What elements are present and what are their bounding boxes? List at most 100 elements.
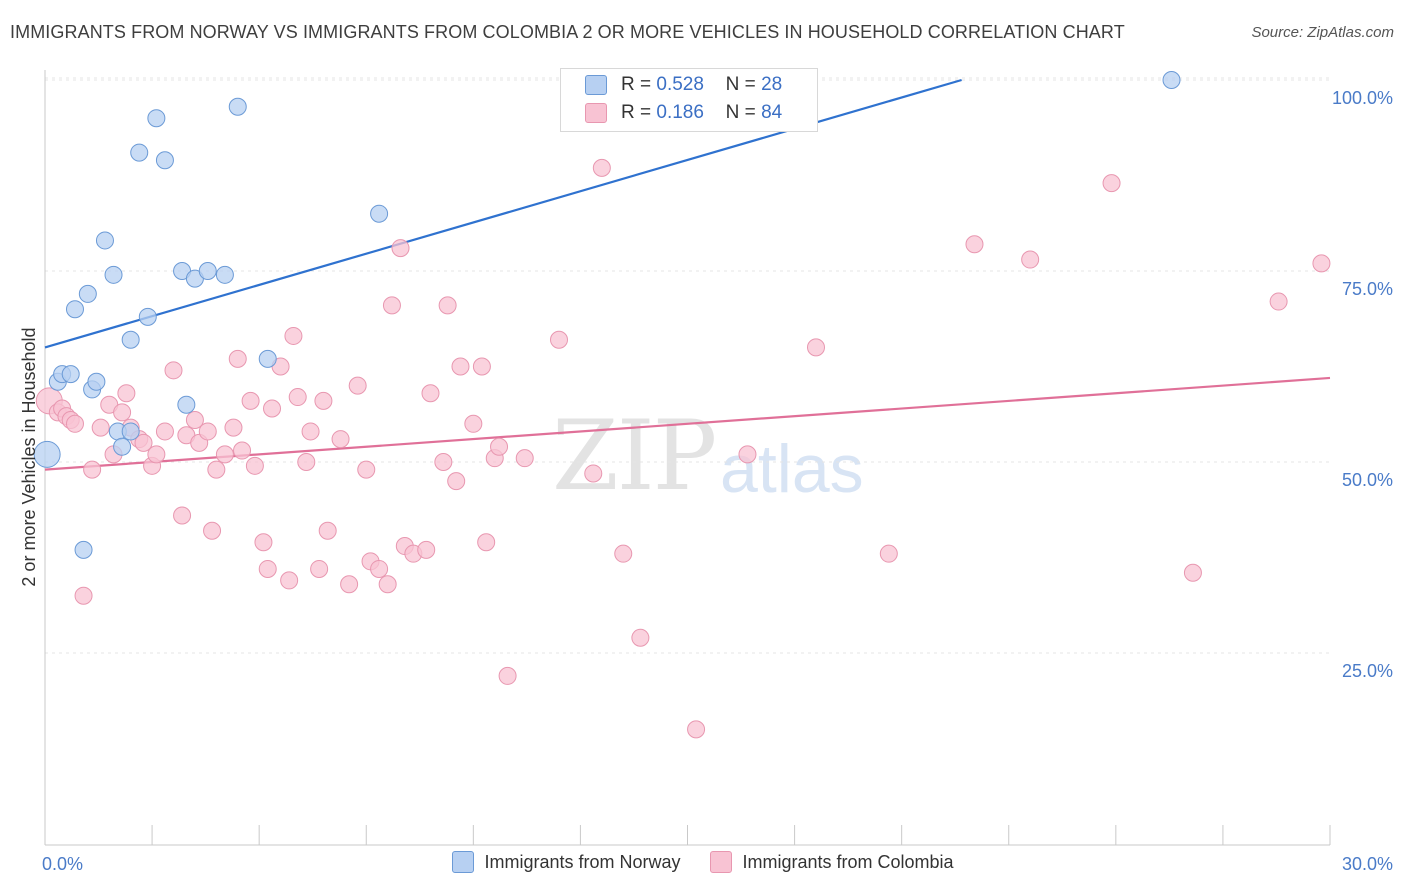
colombia-point — [155, 422, 174, 441]
n-label: N = — [725, 74, 756, 95]
watermark-zip: ZIP — [552, 400, 717, 512]
colombia-point — [1021, 250, 1040, 269]
colombia-point — [417, 540, 436, 559]
colombia-point — [280, 571, 299, 590]
colombia-point — [258, 559, 277, 578]
colombia-point — [228, 349, 247, 368]
colombia-point — [348, 376, 367, 395]
r-value: 0.528 — [656, 74, 704, 95]
r-value: 0.186 — [656, 102, 704, 123]
legend-item-norway[interactable]: Immigrants from Norway — [452, 851, 680, 873]
norway-point — [121, 330, 140, 349]
colombia-point — [738, 445, 757, 464]
y-tick-label: 50.0% — [1342, 470, 1393, 490]
norway-legend-swatch — [452, 851, 475, 873]
colombia-point — [318, 521, 337, 540]
r-label: R = — [621, 74, 652, 95]
colombia-point — [498, 666, 517, 685]
colombia-point — [314, 391, 333, 410]
norway-point — [130, 143, 149, 162]
stats-row-colombia: R = 0.186 N = 84 — [585, 101, 782, 125]
colombia-point — [1312, 254, 1331, 273]
norway-point — [65, 300, 84, 319]
colombia-point — [472, 357, 491, 376]
colombia-point — [134, 433, 153, 452]
colombia-point — [370, 559, 389, 578]
colombia-point — [490, 437, 509, 456]
colombia-point — [117, 384, 136, 403]
trend-lines — [44, 78, 1331, 471]
colombia-point — [245, 456, 264, 475]
y-axis-label: 2 or more Vehicles in Household — [19, 327, 39, 586]
axis-labels: 25.0% 50.0% 75.0% 100.0% 0.0% 30.0% 2 or more … — [19, 88, 1393, 874]
colombia-point — [185, 410, 204, 429]
colombia-point — [215, 445, 234, 464]
norway-point — [61, 365, 80, 384]
colombia-point — [438, 296, 457, 315]
colombia-point — [382, 296, 401, 315]
n-value: 84 — [761, 102, 783, 123]
colombia-point — [340, 575, 359, 594]
norway-point — [121, 422, 140, 441]
colombia-point — [584, 464, 603, 483]
colombia-point — [83, 460, 102, 479]
colombia-point — [614, 544, 633, 563]
norway-point — [147, 109, 166, 128]
colombia-point — [173, 506, 192, 525]
n-value: 28 — [761, 74, 783, 95]
watermark-atlas: atlas — [720, 431, 864, 507]
colombia-point — [434, 453, 453, 471]
norway-point — [87, 372, 106, 391]
colombia-point — [477, 533, 496, 552]
colombia-point — [198, 422, 217, 441]
norway-point — [95, 231, 114, 250]
norway-trend-line — [44, 78, 962, 349]
colombia-point — [421, 384, 440, 403]
colombia-point — [207, 460, 226, 479]
colombia-point — [391, 239, 410, 258]
legend-label-norway: Immigrants from Norway — [484, 851, 681, 872]
y-tick-label: 100.0% — [1332, 88, 1393, 108]
colombia-point — [464, 414, 483, 433]
norway-swatch — [585, 75, 607, 95]
n-label: N = — [725, 102, 756, 123]
norway-point — [155, 151, 174, 170]
norway-point — [215, 265, 234, 284]
colombia-point — [297, 453, 316, 471]
colombia-point — [378, 575, 397, 594]
norway-point — [258, 349, 277, 368]
x-tick-label: 30.0% — [1342, 854, 1393, 874]
r-label: R = — [621, 102, 652, 123]
colombia-point — [592, 158, 611, 177]
colombia-point — [233, 441, 252, 460]
norway-point — [33, 440, 61, 468]
norway-point — [138, 307, 157, 326]
norway-point — [370, 204, 389, 223]
colombia-point — [284, 326, 303, 345]
chart-title: IMMIGRANTS FROM NORWAY VS IMMIGRANTS FRO… — [10, 22, 1125, 42]
colombia-point — [254, 533, 273, 552]
series-legend: Immigrants from Norway Immigrants from C… — [0, 851, 1406, 873]
norway-point — [104, 265, 123, 284]
y-tick-label: 25.0% — [1342, 661, 1393, 681]
norway-point — [78, 284, 97, 303]
colombia-point — [807, 338, 825, 357]
colombia-point — [631, 628, 650, 647]
colombia-point — [331, 430, 350, 449]
colombia-point — [203, 521, 222, 540]
colombia-point — [301, 422, 320, 441]
colombia-legend-swatch — [710, 851, 733, 873]
colombia-point — [91, 418, 110, 437]
colombia-point — [550, 330, 568, 349]
colombia-point — [879, 544, 898, 563]
norway-point — [74, 540, 93, 559]
colombia-point — [65, 414, 84, 433]
stats-legend: R = 0.528 N = 28 R = 0.186 N = 84 — [560, 68, 818, 132]
legend-item-colombia[interactable]: Immigrants from Colombia — [710, 851, 954, 873]
norway-point — [1162, 71, 1181, 89]
colombia-point — [447, 472, 466, 491]
colombia-point — [687, 720, 706, 739]
colombia-point — [451, 357, 470, 376]
colombia-point — [357, 460, 376, 479]
